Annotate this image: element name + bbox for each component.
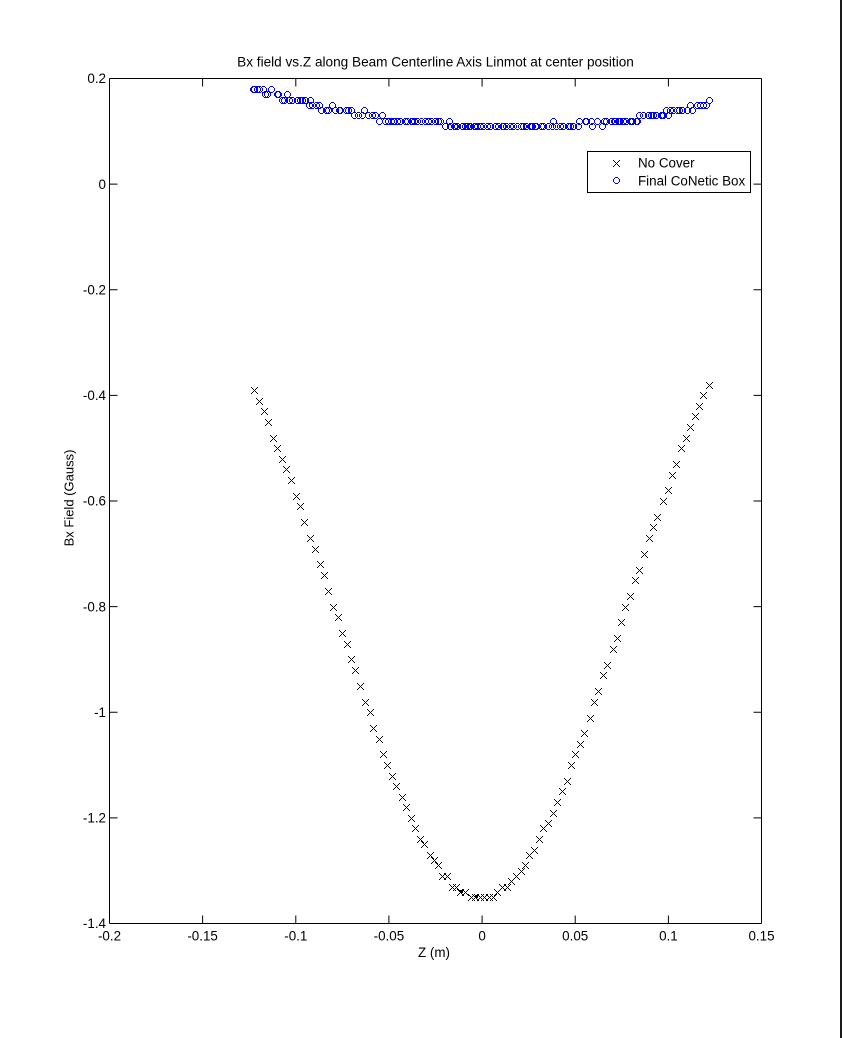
svg-text:-0.4: -0.4 (83, 388, 107, 403)
svg-text:-0.2: -0.2 (83, 282, 106, 297)
svg-text:-0.2: -0.2 (98, 929, 121, 944)
svg-text:-0.8: -0.8 (83, 599, 106, 614)
svg-text:0: 0 (99, 177, 106, 192)
svg-text:-1.4: -1.4 (83, 916, 107, 931)
svg-text:-0.6: -0.6 (83, 494, 106, 509)
svg-text:Bx Field (Gauss): Bx Field (Gauss) (62, 450, 77, 547)
svg-text:Final CoNetic Box: Final CoNetic Box (638, 174, 745, 189)
svg-text:0.2: 0.2 (87, 71, 106, 86)
svg-text:0.05: 0.05 (562, 929, 588, 944)
svg-text:No Cover: No Cover (638, 156, 695, 171)
svg-text:Z (m): Z (m) (418, 945, 450, 960)
svg-text:0: 0 (478, 929, 485, 944)
svg-text:-1: -1 (94, 705, 106, 720)
svg-text:-0.15: -0.15 (187, 929, 218, 944)
svg-text:0.15: 0.15 (748, 929, 774, 944)
svg-text:Bx field vs.Z along Beam Cente: Bx field vs.Z along Beam Centerline Axis… (237, 55, 634, 70)
svg-text:-1.2: -1.2 (83, 811, 106, 826)
svg-text:0.1: 0.1 (659, 929, 678, 944)
svg-text:-0.05: -0.05 (374, 929, 405, 944)
svg-text:-0.1: -0.1 (284, 929, 307, 944)
